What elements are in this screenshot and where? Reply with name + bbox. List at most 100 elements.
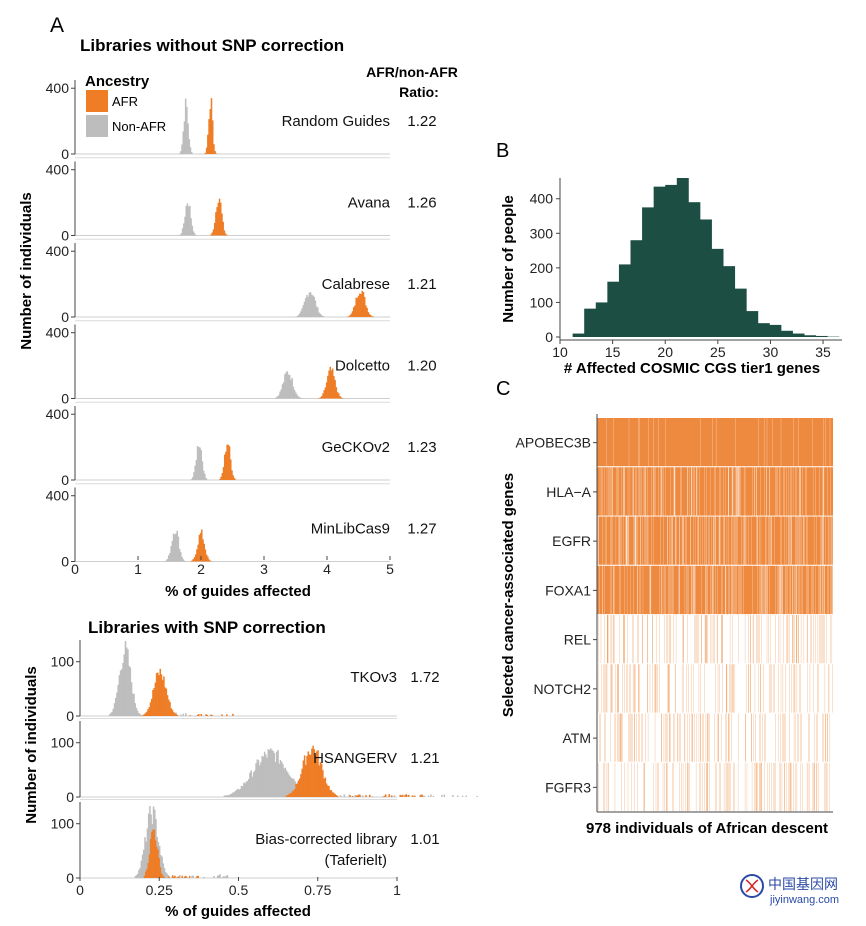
histogram-tail-bar-afr [421, 794, 423, 797]
histogram-bar-afr [168, 699, 170, 716]
panel-b-bar [804, 335, 817, 337]
panel-b-bar [711, 248, 724, 337]
histogram-bar-non-afr [178, 548, 181, 562]
histogram-bar-non-afr [181, 228, 184, 236]
histogram-bar-non-afr [272, 751, 274, 797]
histogram-bar-non-afr [274, 761, 277, 797]
heatmap-row-label: REL [564, 632, 591, 648]
histogram-panel-avana: 0 400 Avana 1.26 [46, 157, 437, 244]
histogram-bar-afr [226, 234, 228, 236]
histogram-tail-bar-non-afr [443, 794, 446, 797]
histogram-bar-non-afr [312, 295, 314, 317]
histogram-bar-non-afr [240, 785, 243, 797]
histogram-bar-non-afr [295, 392, 297, 399]
histogram-tail-bar-non-afr [203, 876, 206, 878]
histogram-tail-bar-afr [404, 794, 406, 797]
histogram-bar-non-afr [224, 795, 227, 797]
histogram-bar-afr [336, 795, 339, 797]
histogram-bar-non-afr [127, 649, 129, 716]
histogram-bar-afr [306, 756, 308, 797]
histogram-panel-hsangerv: 0 100 HSANGERV 1.21 [51, 718, 479, 805]
histogram-bar-afr [322, 770, 324, 797]
histogram-bar-afr [221, 213, 223, 236]
histogram-tail-bar-non-afr [461, 795, 464, 797]
histogram-bar-non-afr [138, 713, 140, 716]
ratio-value: 1.23 [407, 439, 436, 456]
histogram-bar-afr [146, 868, 148, 878]
histogram-bar-non-afr [191, 225, 194, 236]
heatmap-row-apobec3b: APOBEC3B [516, 418, 834, 467]
histogram-bar-afr [210, 234, 212, 236]
histogram-bar-afr [295, 783, 297, 797]
library-label: GeCKOv2 [322, 439, 390, 456]
histogram-bar-afr [149, 838, 152, 878]
histogram-bar-afr [153, 829, 156, 878]
histogram-bar-afr [331, 368, 334, 399]
histogram-bar-afr [162, 875, 164, 878]
histogram-bar-afr [351, 311, 354, 317]
histogram-bar-afr [292, 790, 295, 797]
histogram-bar-non-afr [135, 707, 138, 716]
panel-b-bar [642, 207, 655, 337]
histogram-bar-afr [303, 755, 306, 797]
histogram-tail-bar-non-afr [186, 877, 188, 878]
histogram-bar-non-afr [206, 479, 209, 480]
histogram-bar-afr [220, 476, 222, 480]
histogram-bar-afr [333, 376, 335, 399]
ratio-value: 1.26 [407, 194, 436, 211]
histogram-bar-afr [148, 854, 151, 878]
panel-a-bottom-ylabel: Number of individuals [23, 666, 40, 824]
histogram-bar-afr [218, 198, 221, 236]
histogram-bar-non-afr [117, 684, 119, 716]
histogram-bar-non-afr [195, 234, 197, 236]
histogram-tail-bar-afr [401, 794, 404, 797]
histogram-bar-non-afr [147, 813, 150, 878]
histogram-bar-afr [308, 754, 311, 797]
y-tick-label: 0 [61, 309, 69, 325]
histogram-bar-non-afr [135, 875, 138, 878]
y-tick-label: 100 [51, 735, 75, 751]
histogram-bar-non-afr [114, 697, 117, 716]
histogram-bar-non-afr [140, 714, 143, 716]
histogram-tail-bar-afr [198, 714, 200, 716]
histogram-bar-afr [216, 207, 218, 236]
histogram-bar-afr [158, 858, 160, 878]
heatmap-cells [597, 467, 834, 516]
histogram-bar-non-afr [122, 662, 124, 716]
histogram-bar-non-afr [164, 872, 167, 878]
histogram-bar-afr [329, 790, 331, 797]
histogram-bar-afr [323, 778, 325, 797]
histogram-bar-non-afr [235, 789, 238, 797]
histogram-bar-afr [210, 98, 213, 154]
ratio-value: 1.72 [410, 669, 439, 686]
histogram-bar-afr [314, 756, 317, 797]
histogram-bar-afr [159, 668, 162, 716]
histogram-bar-afr [316, 751, 318, 797]
histogram-bar-non-afr [204, 473, 206, 480]
panel-b-bar [780, 330, 793, 337]
heatmap-cells [597, 565, 833, 615]
histogram-bar-non-afr [162, 863, 165, 878]
histogram-bar-non-afr [307, 296, 309, 317]
histogram-bar-non-afr [258, 765, 261, 797]
histogram-bar-afr [175, 714, 177, 716]
histogram-bar-afr [325, 382, 328, 399]
heatmap-cells [598, 762, 830, 812]
histogram-bar-afr [161, 679, 164, 716]
histogram-tail-bar-afr [407, 794, 410, 797]
histogram-bar-afr [157, 849, 159, 878]
panel-b-bar [572, 333, 585, 337]
histogram-bar-afr [371, 316, 373, 317]
histogram-bar-afr [305, 764, 307, 797]
panel-b-bar [757, 323, 770, 337]
histogram-bar-afr [355, 297, 357, 317]
histogram-bar-non-afr [180, 233, 183, 236]
panel-b-bar [676, 178, 689, 337]
histogram-tail-bar-afr [200, 713, 202, 716]
histogram-bar-non-afr [315, 306, 318, 317]
histogram-bar-non-afr [243, 782, 245, 797]
histogram-bar-non-afr [186, 203, 189, 236]
histogram-tail-bar-non-afr [430, 794, 432, 797]
histogram-tail-bar-non-afr [225, 875, 227, 878]
histogram-bar-non-afr [193, 472, 195, 480]
